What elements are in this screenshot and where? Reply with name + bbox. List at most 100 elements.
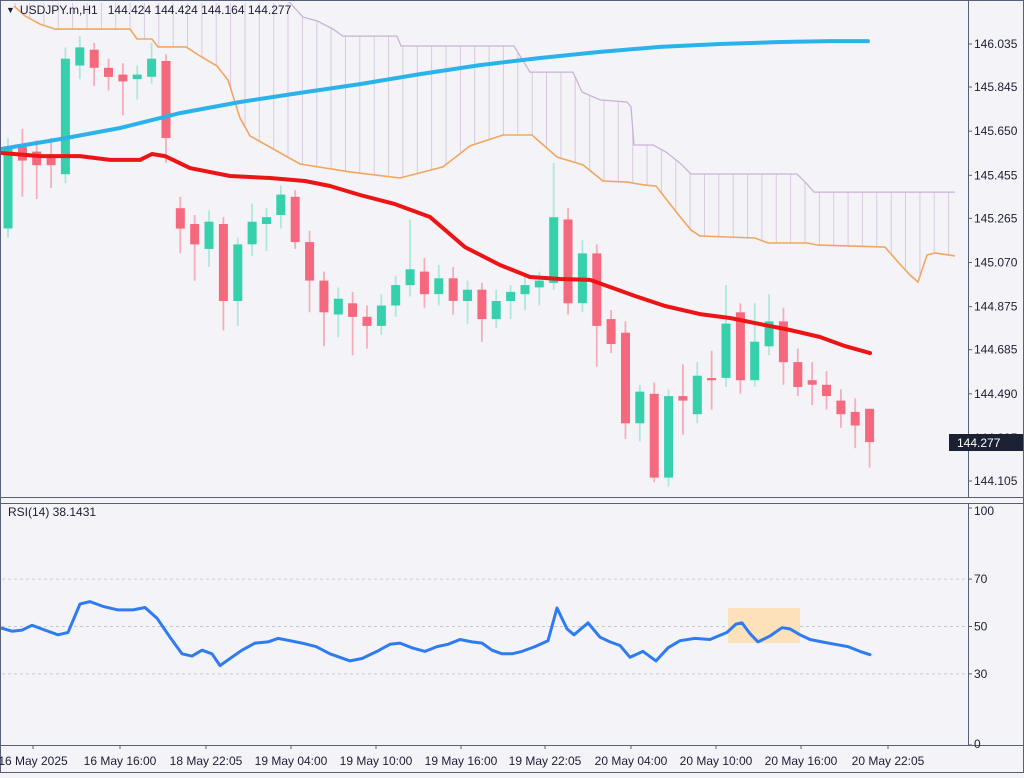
candle-body — [822, 384, 831, 397]
rsi-highlight-zone — [728, 608, 800, 643]
candle-body — [491, 301, 501, 320]
candle-body — [778, 321, 788, 363]
candles-layer — [3, 36, 875, 487]
candle-body — [807, 380, 817, 385]
candle-body — [649, 393, 659, 478]
ohlc-values: 144.424 144.424 144.164 144.277 — [107, 3, 292, 17]
candle-body — [233, 244, 243, 301]
time-axis-label: 19 May 04:00 — [255, 754, 328, 768]
rsi-axis-label: 70 — [974, 572, 988, 586]
candle-body — [147, 58, 157, 77]
candle-body — [89, 49, 99, 68]
time-axis-label: 20 May 16:00 — [765, 754, 838, 768]
candle-body — [175, 208, 185, 229]
candle-body — [448, 278, 458, 301]
candle-body — [419, 271, 429, 295]
price-axis: 146.035 145.845 145.650 145.455 145.265 145.0… — [968, 37, 1018, 488]
candle-body — [104, 67, 113, 77]
candle-body — [132, 74, 142, 80]
ma-red-line — [0, 150, 872, 356]
candle-body — [32, 151, 42, 166]
candle-body — [477, 289, 487, 320]
price-axis-label: 145.265 — [974, 211, 1018, 225]
time-axis-label: 19 May 22:05 — [509, 754, 582, 768]
price-axis-label: 145.650 — [974, 124, 1018, 138]
candle-body — [635, 391, 645, 424]
senkou-span-b-line — [288, 2, 955, 193]
candle-body — [463, 289, 472, 301]
candle-body — [549, 217, 559, 283]
price-axis-label: 144.105 — [974, 474, 1018, 488]
candle-body — [75, 47, 85, 66]
senkou-span-a-line — [13, 5, 956, 284]
candle-body — [434, 278, 444, 295]
candle-body — [563, 219, 573, 304]
candle-body — [305, 242, 315, 281]
rsi-axis: 100 70 50 30 0 — [968, 504, 994, 751]
price-axis-label: 144.490 — [974, 387, 1018, 401]
price-axis-label: 146.035 — [974, 37, 1018, 51]
candle-body — [606, 319, 616, 344]
time-axis-label: 16 May 2025 — [0, 754, 68, 768]
candle-body — [348, 303, 358, 317]
rsi-axis-label: 50 — [974, 620, 988, 634]
candle-body — [721, 323, 731, 378]
candle-body — [46, 156, 56, 166]
candle-body — [290, 196, 300, 243]
time-axis-label: 20 May 10:00 — [680, 754, 753, 768]
candle-body — [218, 224, 228, 301]
candle-body — [678, 396, 688, 401]
ichimoku-cloud — [13, 2, 956, 284]
candle-body — [262, 217, 271, 224]
candle-body — [506, 291, 516, 301]
rsi-line — [0, 600, 872, 668]
candle-body — [3, 147, 13, 229]
candle-body — [621, 332, 630, 424]
candle-body — [664, 396, 674, 478]
candle-body — [362, 316, 372, 326]
current-price-value: 144.277 — [957, 436, 1001, 450]
ma-blue-line — [0, 39, 870, 152]
candle-body — [60, 58, 70, 175]
candle-body — [405, 269, 415, 286]
rsi-indicator-label: RSI(14) 38.1431 — [8, 505, 97, 519]
time-axis-label: 18 May 22:05 — [170, 754, 243, 768]
candle-body — [319, 280, 329, 313]
rsi-panel — [0, 578, 967, 675]
candle-body — [793, 362, 803, 387]
candle-body — [376, 305, 386, 326]
time-axis-label: 19 May 10:00 — [340, 754, 413, 768]
candle-body — [764, 321, 774, 347]
candle-body — [276, 194, 286, 215]
price-axis-label: 145.845 — [974, 80, 1018, 94]
candle-body — [750, 341, 760, 381]
rsi-axis-label: 0 — [974, 737, 981, 751]
candle-body — [520, 285, 530, 295]
rsi-axis-label: 100 — [974, 504, 994, 518]
candle-body — [850, 411, 860, 426]
time-axis-label: 20 May 04:00 — [595, 754, 668, 768]
price-axis-label: 144.685 — [974, 343, 1018, 357]
time-axis-label: 19 May 16:00 — [425, 754, 498, 768]
price-axis-label: 145.070 — [974, 256, 1018, 270]
current-price-tag: 144.277 — [949, 434, 1023, 451]
price-axis-label: 145.455 — [974, 168, 1018, 182]
candle-body — [865, 408, 875, 443]
candle-body — [836, 400, 846, 415]
candle-body — [333, 298, 343, 315]
price-axis-label: 144.875 — [974, 300, 1018, 314]
chart-title: ▼ USDJPY.m,H1 144.424 144.424 144.164 144.… — [6, 3, 291, 17]
candle-body — [118, 74, 128, 82]
candle-body — [592, 253, 602, 326]
candle-body — [204, 221, 214, 249]
dropdown-triangle-icon[interactable]: ▼ — [6, 5, 15, 15]
candle-body — [161, 61, 171, 138]
candle-body — [391, 285, 401, 306]
candle-body — [247, 221, 257, 245]
candle-body — [735, 312, 745, 381]
time-axis-label: 20 May 22:05 — [852, 754, 925, 768]
candle-body — [534, 280, 544, 288]
